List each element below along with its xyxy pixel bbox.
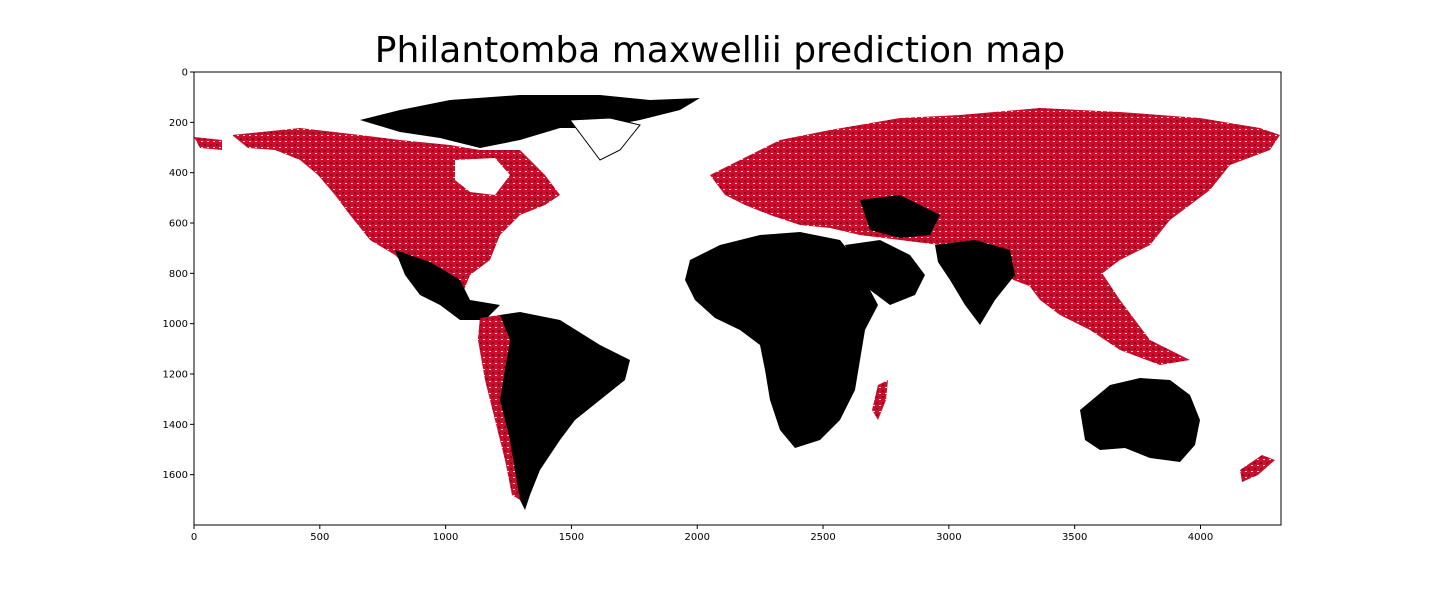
y-tick-label: 600: [169, 219, 188, 230]
y-tick-label: 0: [182, 68, 188, 79]
madagascar: [872, 380, 888, 420]
y-tick-label: 800: [169, 269, 188, 280]
south-america-west: [478, 315, 520, 500]
greenland: [569, 117, 641, 161]
central-asia-dark: [860, 195, 940, 238]
alaska-region: [194, 137, 222, 150]
x-tick-label: 2500: [810, 532, 835, 543]
new-zealand: [1240, 455, 1275, 482]
southeast-asia-region: [1020, 255, 1190, 365]
africa-region: [685, 232, 878, 448]
x-tick-label: 1500: [559, 532, 584, 543]
y-tick-label: 400: [169, 168, 188, 179]
hudson-bay: [455, 158, 510, 195]
x-tick-label: 3500: [1062, 532, 1087, 543]
y-tick-label: 1400: [163, 420, 188, 431]
x-tick-label: 2000: [685, 532, 710, 543]
arctic-islands: [360, 95, 700, 148]
india-region: [935, 240, 1015, 325]
y-tick-label: 200: [169, 118, 188, 129]
x-tick-label: 4000: [1188, 532, 1213, 543]
eurasia-region: [710, 108, 1280, 300]
north-america-region: [232, 128, 560, 300]
y-tick-label: 1600: [163, 470, 188, 481]
y-tick-label: 1200: [163, 370, 188, 381]
x-axis: 0 500 1000 1500 2000 2500 3000 3500 4000: [191, 525, 1213, 543]
x-tick-label: 1000: [433, 532, 458, 543]
south-america-region: [478, 312, 630, 510]
x-tick-label: 500: [310, 532, 329, 543]
plot-frame: [193, 71, 1282, 526]
map-image: [194, 95, 1280, 510]
y-tick-label: 1000: [163, 319, 188, 330]
chart-title: Philantomba maxwellii prediction map: [374, 30, 1066, 71]
x-tick-label: 0: [191, 532, 197, 543]
central-america-region: [395, 250, 500, 320]
y-axis: 0 200 400 600 800 1000 1200 1400 1600: [163, 68, 194, 481]
arabia-region: [845, 240, 925, 305]
australia-region: [1080, 378, 1200, 462]
x-tick-label: 3000: [936, 532, 961, 543]
